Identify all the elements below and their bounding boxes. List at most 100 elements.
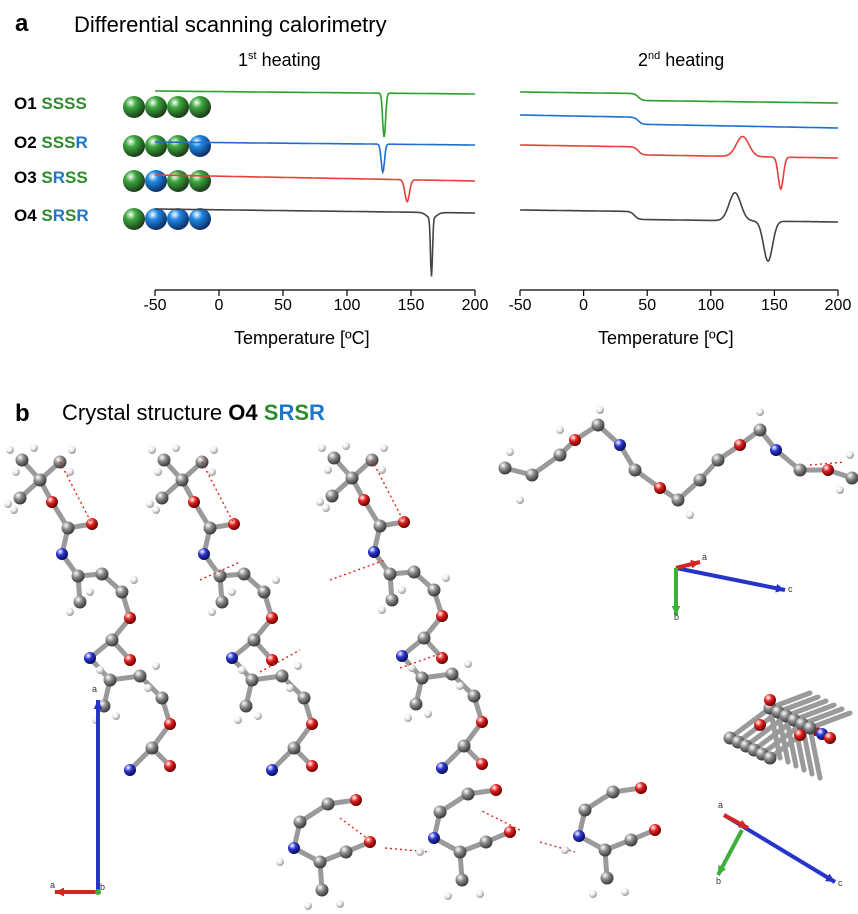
carbon-atom <box>71 569 85 583</box>
c-axis-arrow-3-head <box>825 873 835 882</box>
oxygen-atom <box>164 718 176 730</box>
oxygen-atom <box>794 729 806 741</box>
carbon-atom <box>624 833 638 847</box>
oxygen-atom <box>649 824 661 836</box>
hydrogen-atom <box>10 506 18 514</box>
x-tick-label: 0 <box>579 297 588 314</box>
axis-label-c: c <box>788 584 793 594</box>
carbon-atom <box>315 883 329 897</box>
a-axis-arrow-3-head <box>738 819 748 828</box>
nitrogen-atom <box>573 830 585 842</box>
carbon-atom <box>321 797 335 811</box>
hydrogen-atom <box>294 662 302 670</box>
hydrogen-atom <box>152 506 160 514</box>
hydrogen-atom <box>836 486 844 494</box>
oxygen-atom <box>490 784 502 796</box>
carbon-atom <box>711 453 725 467</box>
hydrogen-atom <box>228 588 236 596</box>
hydrogen-atom <box>316 498 324 506</box>
carbon-atom <box>455 873 469 887</box>
hydrogen-atom <box>6 446 14 454</box>
nitrogen-atom <box>124 764 136 776</box>
curve-o1-second <box>520 91 838 104</box>
x-tick-label: -50 <box>143 297 166 314</box>
carbon-atom <box>373 519 387 533</box>
a-axis-arrow-2-head <box>690 559 700 569</box>
carbon-atom <box>457 739 471 753</box>
hydrogen-atom <box>148 446 156 454</box>
oxygen-atom <box>228 518 240 530</box>
carbon-atom <box>461 787 475 801</box>
carbon-atom <box>598 843 612 857</box>
hydrogen-atom <box>112 712 120 720</box>
oxygen-atom <box>46 496 58 508</box>
hydrogen-atom <box>154 468 162 476</box>
nitrogen-atom <box>368 546 380 558</box>
b-axis-arrow-3-head <box>718 865 727 875</box>
hydrogen-bond <box>539 841 576 853</box>
bond <box>743 713 789 749</box>
oxygen-atom <box>124 612 136 624</box>
carbon-atom <box>753 423 767 437</box>
hydrogen-atom <box>424 710 432 718</box>
monomer-sphere <box>167 208 189 230</box>
carbon-atom <box>13 491 27 505</box>
bond <box>799 706 845 727</box>
axis-label-a: a <box>92 684 97 694</box>
oxygen-atom <box>754 719 766 731</box>
nitrogen-atom <box>84 652 96 664</box>
hydrogen-atom <box>378 606 386 614</box>
hydrogen-atom <box>66 468 74 476</box>
carbon-atom <box>105 633 119 647</box>
oxygen-atom <box>436 610 448 622</box>
carbon-atom <box>33 473 47 487</box>
x-tick-label: 100 <box>697 297 724 314</box>
x-tick-label: 100 <box>334 297 361 314</box>
hydrogen-atom <box>621 888 629 896</box>
oxygen-atom <box>86 518 98 530</box>
oxygen-atom <box>569 434 581 446</box>
first-heating-heading: 1st heating <box>238 50 321 70</box>
curve-o1-first <box>155 90 475 138</box>
x-tick-label: 50 <box>638 297 656 314</box>
oxygen-atom <box>188 496 200 508</box>
panel-a-letter: a <box>15 10 29 37</box>
bond <box>807 710 853 731</box>
carbon-atom <box>293 815 307 829</box>
oxygen-atom <box>364 836 376 848</box>
hydrogen-atom <box>272 576 280 584</box>
carbon-atom <box>407 565 421 579</box>
carbon-atom <box>385 593 399 607</box>
carbon-atom <box>73 595 87 609</box>
hydrogen-atom <box>398 586 406 594</box>
hydrogen-atom <box>130 576 138 584</box>
carbon-atom <box>445 667 459 681</box>
oxygen-atom <box>654 482 666 494</box>
nitrogen-atom <box>226 652 238 664</box>
axis-label-c: c <box>838 878 843 888</box>
carbon-atom <box>257 585 271 599</box>
dsc-charts: -50 0 50 100 150 200 -50 0 50 100 150 200 <box>123 90 852 314</box>
hydrogen-bond <box>339 817 373 843</box>
hydrogen-bond <box>199 561 241 581</box>
hydrogen-atom <box>322 504 330 512</box>
carbon-atom <box>803 721 817 735</box>
hydrogen-atom <box>476 890 484 898</box>
hydrogen-atom <box>516 496 524 504</box>
hydrogen-atom <box>408 664 416 672</box>
oxygen-atom <box>476 758 488 770</box>
hydrogen-atom <box>234 716 242 724</box>
hydrogen-atom <box>416 848 424 856</box>
axis-label-a: a <box>702 552 707 562</box>
carbon-atom <box>591 418 605 432</box>
carbon-atom <box>433 805 447 819</box>
axis-label-b: b <box>716 876 721 886</box>
sample-label: O2 SSSR <box>14 133 88 152</box>
carbon-atom <box>245 673 259 687</box>
x-tick-label: 200 <box>825 297 852 314</box>
hydrogen-atom <box>254 712 262 720</box>
oxygen-atom <box>822 464 834 476</box>
hydrogen-atom <box>152 662 160 670</box>
carbon-atom <box>157 453 171 467</box>
hydrogen-bond <box>59 461 93 525</box>
